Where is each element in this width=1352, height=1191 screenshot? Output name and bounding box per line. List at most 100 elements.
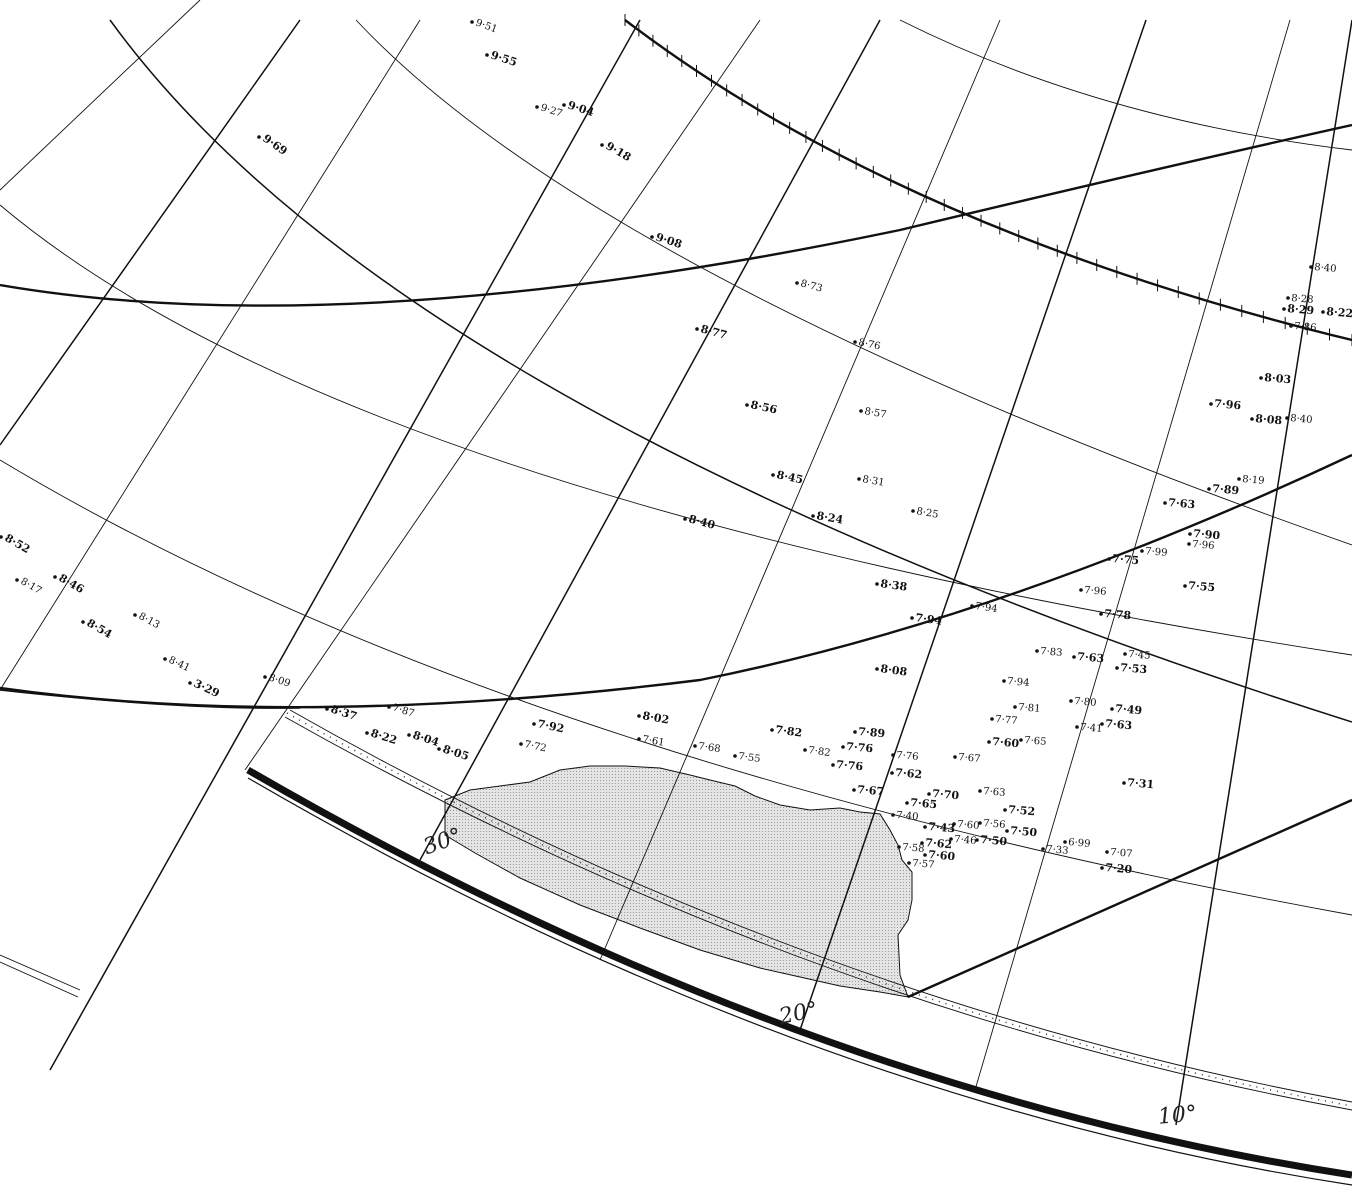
sounding-label: 8·38 <box>880 577 909 594</box>
sounding-dot <box>1075 725 1079 729</box>
sounding-label: 7·46 <box>954 834 977 847</box>
sounding-dot <box>15 578 19 582</box>
sounding-label: 8·41 <box>167 655 192 674</box>
sounding-dot <box>1035 649 1039 653</box>
shaded-land <box>444 765 913 998</box>
sounding-dot <box>1105 850 1109 854</box>
sounding-dot <box>890 771 894 775</box>
sounding-label: 8·54 <box>85 616 115 641</box>
sounding-label: 8·76 <box>857 337 881 352</box>
sounding-dot <box>188 681 192 685</box>
sounding-label: 7·07 <box>1110 847 1133 860</box>
degree-labels: 30° 20° 10° <box>420 823 1198 1129</box>
sounding-dot <box>1100 722 1104 726</box>
sounding-label: 7·62 <box>895 766 923 781</box>
sounding-dot <box>987 740 991 744</box>
sounding-label: 7·96 <box>1214 397 1242 412</box>
sounding-label: 7·63 <box>1077 650 1105 665</box>
sounding-dot <box>975 838 979 842</box>
sounding-label: 7·33 <box>1046 844 1069 857</box>
sounding-label: 7·55 <box>738 751 762 765</box>
sounding-label: 8·03 <box>1264 371 1292 386</box>
sounding-label: 7·60 <box>992 735 1020 750</box>
sounding-label: 8·04 <box>411 728 441 749</box>
degree-label: 30° <box>420 823 465 860</box>
sounding-label: 7·72 <box>523 739 547 754</box>
sounding-label: 7·60 <box>928 848 956 863</box>
sounding-label: 8·29 <box>1287 302 1315 317</box>
sounding-dot <box>695 327 699 331</box>
sounding-dot <box>923 853 927 857</box>
sounding-label: 8·22 <box>369 726 399 747</box>
sounding-dot <box>1140 549 1144 553</box>
sounding-label: 7·57 <box>912 858 935 871</box>
heavy-arcs <box>0 19 1352 999</box>
sounding-dot <box>770 728 774 732</box>
sounding-dot <box>907 861 911 865</box>
sounding-dot <box>562 103 566 107</box>
sounding-dot <box>1107 557 1111 561</box>
sounding-dot <box>920 841 924 845</box>
sounding-dot <box>1069 699 1073 703</box>
sounding-label: 7·80 <box>1074 696 1097 709</box>
sounding-label: 7·90 <box>1193 527 1221 542</box>
sounding-label: 7·43 <box>928 820 956 835</box>
sounding-label: 8·25 <box>915 506 939 521</box>
sounding-label: 9·55 <box>489 48 519 69</box>
sounding-dot <box>927 792 931 796</box>
sounding-dot <box>1187 542 1191 546</box>
sounding-label: 7·76 <box>846 740 874 755</box>
sounding-dot <box>470 20 474 24</box>
sounding-dot <box>911 509 915 513</box>
sounding-dot <box>1207 487 1211 491</box>
sounding-dot <box>53 575 57 579</box>
sounding-label: 3·29 <box>192 677 222 700</box>
sounding-dot <box>771 473 775 477</box>
sounding-label: 8·28 <box>1291 293 1314 306</box>
sounding-label: 9·69 <box>260 132 289 158</box>
sounding-dot <box>923 825 927 829</box>
tick-marks <box>624 14 1352 346</box>
sounding-dot <box>1321 310 1325 314</box>
sounding-label: 7·83 <box>1040 646 1063 659</box>
sounding-label: 7·82 <box>808 745 832 759</box>
sounding-label: 8·22 <box>1326 305 1352 320</box>
sounding-dot <box>437 747 441 751</box>
sounding-dot <box>1115 666 1119 670</box>
sounding-dot <box>650 235 654 239</box>
sounding-dot <box>637 714 641 718</box>
sounding-label: 8·56 <box>749 398 778 416</box>
sounding-label: 7·76 <box>836 758 864 773</box>
sounding-dot <box>257 135 261 139</box>
sounding-dot <box>910 616 914 620</box>
sounding-dot <box>1259 376 1263 380</box>
sounding-dot <box>803 748 807 752</box>
outer-border <box>246 766 1352 1186</box>
sounding-dot <box>325 707 329 711</box>
sounding-label: 8·40 <box>1314 262 1337 275</box>
sounding-label: 8·13 <box>137 611 162 631</box>
sounding-label: 7·76 <box>896 750 919 763</box>
sounding-label: 7·53 <box>1120 661 1148 676</box>
sounding-label: 6·99 <box>1068 837 1091 850</box>
sounding-label: 9·18 <box>604 139 634 164</box>
sounding-dot <box>365 731 369 735</box>
sounding-label: 7·67 <box>958 752 981 765</box>
sounding-dot <box>970 604 974 608</box>
sounding-label: 7·89 <box>1212 482 1240 497</box>
sounding-label: 7·65 <box>1024 735 1047 748</box>
sounding-label: 7·99 <box>1145 546 1168 559</box>
sounding-label: 7·31 <box>1127 776 1155 791</box>
sounding-label: 9·51 <box>474 17 499 35</box>
sounding-label: 7·20 <box>1105 861 1133 876</box>
sounding-dot <box>1003 808 1007 812</box>
sounding-dot <box>1237 477 1241 481</box>
sounding-dot <box>1005 829 1009 833</box>
sounding-dot <box>1002 679 1006 683</box>
sounding-label: 8·57 <box>863 406 887 421</box>
sounding-label: 7·61 <box>641 734 665 749</box>
sounding-label: 7·50 <box>980 833 1008 848</box>
sounding-label: 7·96 <box>1192 539 1215 552</box>
sounding-label: 8·19 <box>1242 474 1265 487</box>
